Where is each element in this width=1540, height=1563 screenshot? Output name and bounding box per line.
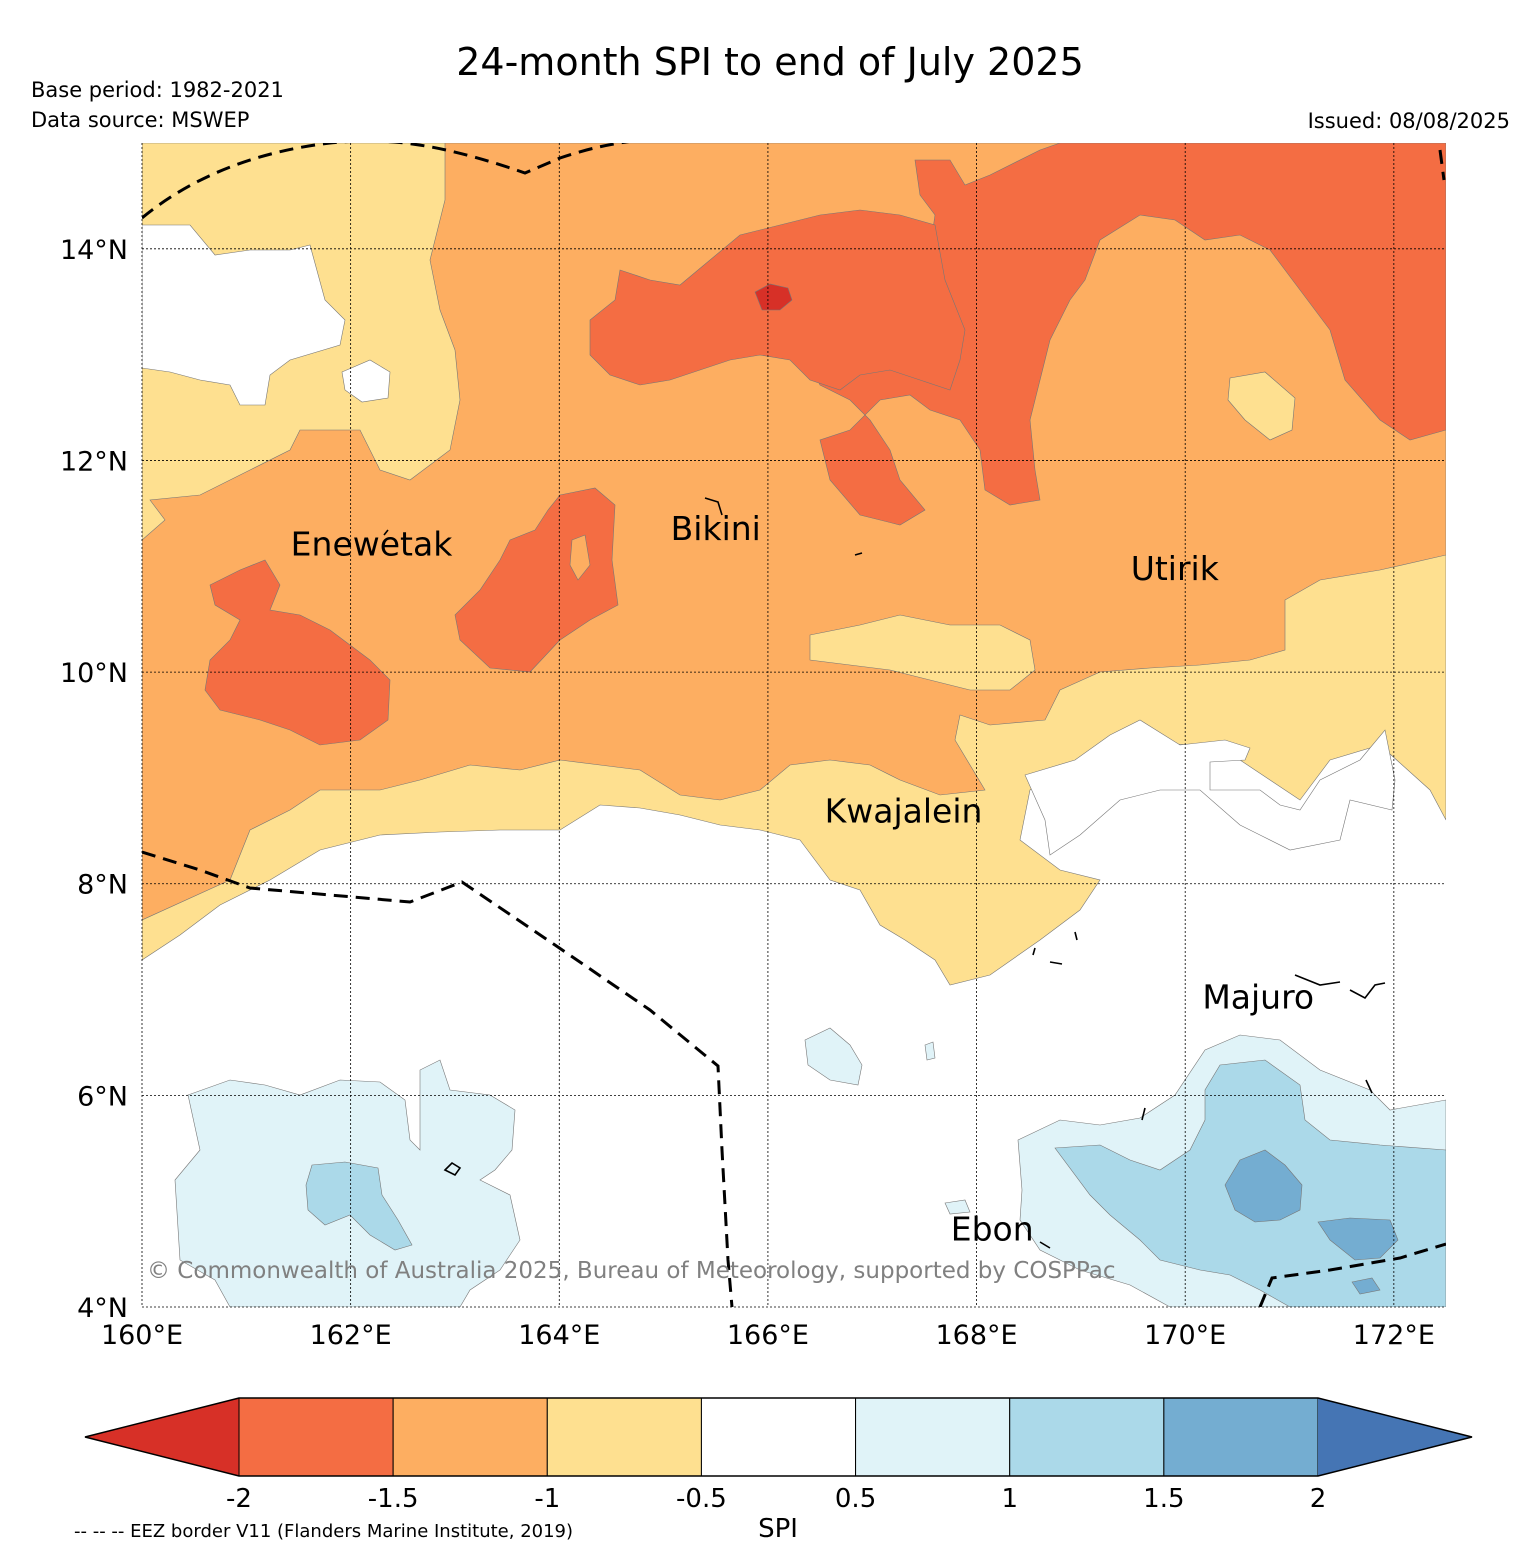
spi-colorbar: -2 -1.5 -1 -0.5 0.5 1 1.5 2 SPI (84, 1397, 1473, 1544)
colorbar-tick-labels: -2 -1.5 -1 -0.5 0.5 1 1.5 2 (226, 1484, 1326, 1514)
atoll-outlines (383, 497, 1386, 1249)
place-label: Majuro (1202, 978, 1314, 1017)
latitude-labels: 14°N 12°N 10°N 8°N 6°N 4°N (60, 235, 128, 1324)
colorbar-segment (392, 1397, 548, 1477)
base-period-text: Base period: 1982-2021 (31, 78, 284, 102)
atoll-outline (1141, 1107, 1146, 1121)
spi-fill-plus-half (924, 1041, 936, 1061)
lon-tick-label: 166°E (727, 1320, 809, 1351)
atoll-outline (443, 1161, 462, 1177)
colorbar-segment (1163, 1397, 1319, 1477)
spi-fill-normal-hole (142, 224, 346, 406)
spi-fill-minus-half-pocket (809, 614, 1036, 691)
data-source-text: Data source: MSWEP (31, 108, 250, 132)
colorbar-tick-label: 1 (1001, 1484, 1018, 1514)
colorbar-segments (238, 1397, 1319, 1477)
copyright-text: © Commonwealth of Australia 2025, Bureau… (147, 1258, 1116, 1284)
place-label: Bikini (671, 509, 761, 548)
spi-fill-normal-hole (341, 359, 391, 403)
spi-fill-plus-half (944, 1199, 971, 1215)
spi-fill-minus-half-hole (569, 534, 591, 581)
atoll-outline (1039, 1241, 1051, 1249)
colorbar-tick-label: -1 (534, 1484, 560, 1514)
lat-tick-label: 6°N (77, 1081, 128, 1112)
spi-fill-normal-pocket (1024, 719, 1396, 856)
spi-contours (142, 143, 1446, 1307)
lat-tick-label: 12°N (60, 446, 128, 477)
lon-tick-label: 172°E (1353, 1320, 1435, 1351)
lat-tick-label: 10°N (60, 658, 128, 689)
map-title: 24-month SPI to end of July 2025 (456, 40, 1084, 84)
spi-fill-below-minus-two (754, 283, 793, 311)
place-labels: Enewetak Bikini Utirik Kwajalein Majuro Ebon (291, 509, 1314, 1249)
colorbar-segment (546, 1397, 702, 1477)
lon-tick-label: 162°E (310, 1320, 392, 1351)
graticule (141, 143, 1446, 1308)
colorbar-segment (1009, 1397, 1165, 1477)
colorbar-tick-label: -1.5 (368, 1484, 419, 1514)
eez-border-north (142, 143, 630, 220)
spi-fill-minus-one (142, 143, 1446, 921)
atoll-outline (704, 497, 723, 516)
colorbar-tick-label: 2 (1310, 1484, 1327, 1514)
atoll-outline (383, 529, 389, 536)
spi-fill-plus-half (804, 1027, 863, 1086)
atoll-outline (854, 552, 863, 556)
spi-fill-plus-one-half (1224, 1149, 1303, 1223)
issued-date-text: Issued: 08/08/2025 (1307, 109, 1510, 133)
place-label: Ebon (951, 1209, 1034, 1248)
eez-border-note: -- -- -- EEZ border V11 (Flanders Marine… (74, 1521, 574, 1542)
lon-tick-label: 164°E (518, 1320, 600, 1351)
spi-fill-plus-one-half (1317, 1217, 1399, 1261)
eez-border-south-east (1258, 1242, 1446, 1307)
colorbar-segment (700, 1397, 857, 1477)
spi-fill-plus-one (305, 1161, 413, 1251)
place-label: Enewetak (291, 525, 454, 564)
atoll-outline (1074, 931, 1078, 941)
colorbar-outline (84, 1397, 1473, 1477)
spi-fill-minus-one-half (204, 559, 391, 746)
atoll-outline (1032, 947, 1036, 956)
colorbar-tick-label: -2 (226, 1484, 252, 1514)
lat-tick-label: 4°N (77, 1293, 128, 1324)
colorbar-tick-label: 0.5 (835, 1484, 876, 1514)
place-label: Kwajalein (825, 791, 983, 830)
longitude-labels: 160°E 162°E 164°E 166°E 168°E 170°E 172°E (101, 1320, 1435, 1351)
colorbar-label: SPI (758, 1514, 798, 1544)
eez-border (142, 143, 1446, 1307)
colorbar-segment (855, 1397, 1011, 1477)
colorbar-over-triangle (1318, 1398, 1472, 1476)
eez-border-north-east (1438, 149, 1446, 181)
colorbar-segment (238, 1397, 394, 1477)
lon-tick-label: 160°E (101, 1320, 183, 1351)
spi-fill-plus-one-half (1351, 1277, 1381, 1295)
colorbar-tick-label: 1.5 (1143, 1484, 1184, 1514)
lat-tick-label: 14°N (60, 235, 128, 266)
atoll-outline (1365, 1079, 1373, 1094)
place-label: Utirik (1131, 549, 1220, 588)
eez-border-west (142, 850, 734, 1307)
colorbar-tick-label: -0.5 (676, 1484, 727, 1514)
atoll-outline (1049, 961, 1063, 965)
atoll-outline (1294, 974, 1386, 1000)
lon-tick-label: 170°E (1144, 1320, 1226, 1351)
colorbar-under-triangle (85, 1398, 239, 1476)
lat-tick-label: 8°N (77, 870, 128, 901)
spi-fill-minus-half-pocket (1227, 371, 1296, 441)
spi-fill-minus-one-half (454, 487, 619, 673)
lon-tick-label: 168°E (936, 1320, 1018, 1351)
